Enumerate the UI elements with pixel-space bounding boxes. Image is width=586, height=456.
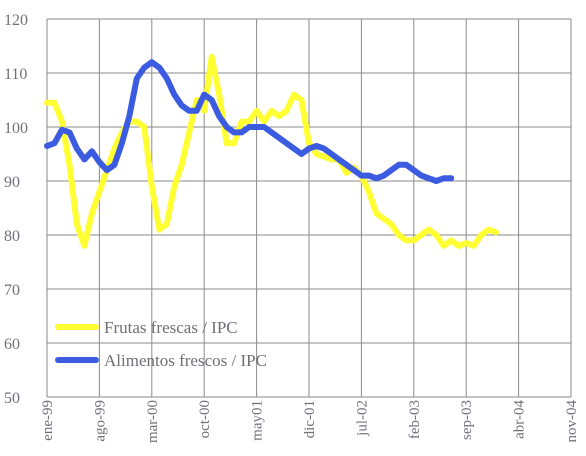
x-axis-ticks: ene-99 ago-99 mar-00 oct-00 may01 dic-01 jul-0… — [40, 400, 580, 444]
y-axis-ticks: 50 60 70 80 90 100 110 120 — [4, 12, 28, 407]
x-tick-label: oct-00 — [197, 400, 213, 438]
x-tick-label: mar-00 — [145, 400, 161, 443]
x-tick-label: nov-04 — [564, 400, 580, 443]
y-tick-label: 100 — [4, 120, 28, 137]
x-tick-label: feb-03 — [407, 400, 423, 439]
y-tick-label: 80 — [4, 228, 20, 245]
y-tick-label: 110 — [4, 66, 27, 83]
y-tick-label: 50 — [4, 390, 20, 407]
x-tick-label: ene-99 — [40, 400, 56, 441]
legend-label: Alimentos frescos / IPC — [104, 351, 267, 370]
series-line-1 — [44, 59, 455, 184]
legend-label: Frutas frescas / IPC — [104, 318, 238, 337]
series-line-0 — [44, 53, 500, 249]
y-tick-label: 60 — [4, 336, 20, 353]
x-tick-label: jul-02 — [354, 400, 370, 437]
x-tick-label: ago-99 — [92, 400, 108, 442]
y-tick-label: 120 — [4, 12, 28, 29]
legend: Frutas frescas / IPC Alimentos frescos / … — [55, 318, 267, 370]
y-tick-label: 70 — [4, 282, 20, 299]
x-tick-label: may01 — [250, 400, 266, 441]
y-tick-label: 90 — [4, 174, 20, 191]
series — [44, 53, 500, 249]
x-tick-label: abr-04 — [512, 400, 528, 439]
x-tick-label: dic-01 — [302, 400, 318, 438]
grid — [46, 18, 572, 398]
x-tick-label: sep-03 — [459, 400, 475, 440]
